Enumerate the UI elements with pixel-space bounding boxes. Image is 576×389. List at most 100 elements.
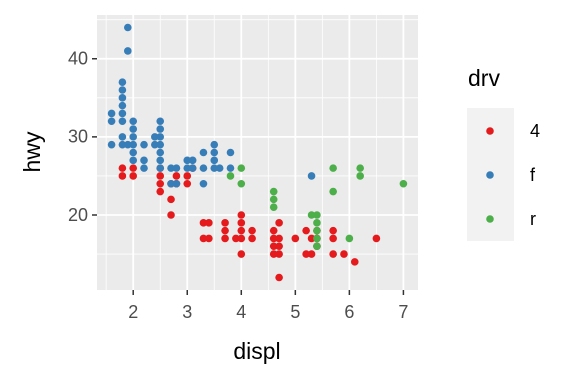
point — [156, 133, 165, 141]
point — [199, 179, 208, 188]
point — [172, 172, 181, 180]
points — [107, 23, 408, 282]
point — [329, 187, 337, 196]
point — [269, 250, 278, 258]
point — [226, 164, 235, 172]
point — [156, 164, 165, 172]
point — [156, 156, 165, 165]
y-tick-label: 40 — [68, 49, 88, 69]
point — [156, 125, 165, 133]
point — [248, 234, 256, 243]
point — [156, 187, 165, 196]
point — [118, 78, 127, 86]
point — [221, 226, 229, 235]
point — [129, 140, 138, 149]
point — [188, 164, 197, 172]
point — [232, 234, 240, 243]
legend-key — [486, 127, 494, 135]
point — [183, 156, 192, 165]
point — [275, 242, 283, 251]
point — [237, 219, 246, 227]
point — [291, 234, 300, 243]
x-tick-label: 4 — [236, 302, 246, 322]
point — [183, 172, 192, 180]
legend-key — [486, 215, 494, 223]
point — [205, 234, 213, 243]
point — [215, 164, 224, 172]
point — [340, 250, 348, 258]
point — [156, 117, 165, 126]
point — [275, 219, 283, 227]
point — [167, 179, 175, 188]
point — [199, 164, 208, 172]
point — [275, 234, 283, 243]
point — [156, 140, 165, 149]
point — [248, 226, 256, 235]
point — [183, 164, 192, 172]
y-tick-label: 30 — [68, 127, 88, 147]
point — [269, 242, 278, 251]
point — [356, 172, 364, 180]
legend-title: drv — [468, 65, 500, 91]
point — [356, 164, 364, 172]
point — [221, 219, 229, 227]
point — [156, 179, 165, 188]
point — [129, 164, 138, 172]
point — [118, 133, 127, 141]
y-axis-title: hwy — [19, 131, 45, 172]
point — [313, 219, 321, 227]
point — [183, 179, 192, 188]
point — [199, 148, 208, 157]
point — [107, 140, 116, 149]
point — [269, 195, 278, 204]
point — [140, 140, 148, 149]
point — [372, 234, 381, 243]
point — [151, 133, 159, 141]
x-tick-label: 2 — [128, 302, 138, 322]
point — [118, 94, 127, 102]
point — [221, 234, 229, 243]
point — [329, 234, 337, 243]
point — [118, 140, 127, 149]
legend-key — [486, 171, 494, 179]
x-tick-label: 3 — [182, 302, 192, 322]
x-tick-label: 6 — [344, 302, 354, 322]
point — [307, 211, 316, 219]
point — [210, 148, 219, 157]
x-tick-label: 5 — [290, 302, 300, 322]
point — [156, 172, 165, 180]
point — [307, 234, 316, 243]
point — [199, 234, 208, 243]
point — [124, 23, 132, 32]
point — [329, 226, 337, 235]
point — [313, 226, 321, 235]
point — [269, 226, 278, 235]
point — [345, 234, 354, 243]
point — [129, 172, 138, 180]
point — [118, 86, 127, 94]
point — [172, 179, 181, 188]
point — [329, 250, 337, 258]
point — [237, 250, 246, 258]
point — [118, 101, 127, 110]
point — [307, 172, 316, 180]
point — [205, 219, 213, 227]
point — [129, 133, 138, 141]
point — [129, 117, 138, 126]
point — [313, 211, 321, 219]
point — [124, 47, 132, 55]
point — [269, 203, 278, 211]
point — [302, 226, 310, 235]
point — [269, 234, 278, 243]
point — [226, 172, 235, 180]
point — [107, 109, 116, 118]
point — [118, 117, 127, 126]
point — [107, 117, 116, 126]
point — [275, 250, 283, 258]
point — [118, 109, 127, 118]
point — [129, 156, 138, 165]
point — [188, 156, 197, 165]
point — [172, 164, 181, 172]
point — [313, 234, 321, 243]
